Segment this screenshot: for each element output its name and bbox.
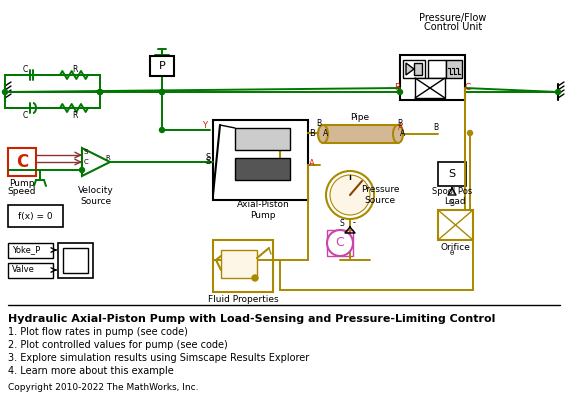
- Text: Fluid Properties: Fluid Properties: [208, 295, 278, 304]
- Circle shape: [326, 171, 374, 219]
- Text: f(x) = 0: f(x) = 0: [18, 211, 52, 221]
- Text: R: R: [72, 64, 78, 74]
- Text: C: C: [465, 83, 471, 93]
- Text: Pipe: Pipe: [351, 114, 369, 123]
- Text: Speed: Speed: [8, 187, 36, 195]
- Text: Velocity
Source: Velocity Source: [78, 186, 114, 206]
- Text: B: B: [434, 123, 439, 133]
- Text: R: R: [72, 112, 78, 121]
- Bar: [63, 248, 88, 273]
- Circle shape: [159, 90, 164, 95]
- Text: Pressure
Source: Pressure Source: [361, 185, 399, 205]
- Circle shape: [327, 230, 353, 256]
- Bar: [235, 128, 290, 150]
- Bar: [438, 210, 473, 240]
- Text: S: S: [205, 157, 211, 166]
- Text: S: S: [450, 199, 455, 209]
- Text: 1. Plot flow rates in pump (see code): 1. Plot flow rates in pump (see code): [8, 327, 188, 337]
- Text: S: S: [448, 169, 456, 179]
- Text: Axial-Piston
Pump: Axial-Piston Pump: [237, 200, 290, 220]
- Bar: [446, 60, 462, 78]
- Bar: [213, 240, 273, 292]
- Circle shape: [97, 90, 102, 95]
- Text: A: A: [309, 159, 315, 168]
- Bar: [8, 205, 63, 227]
- Bar: [150, 56, 174, 76]
- Text: Spool Pos: Spool Pos: [432, 188, 472, 197]
- Circle shape: [330, 175, 370, 215]
- Bar: [8, 148, 36, 176]
- Polygon shape: [406, 63, 414, 75]
- Text: C: C: [22, 112, 28, 121]
- Circle shape: [97, 90, 102, 95]
- Polygon shape: [82, 148, 110, 176]
- Text: Pump: Pump: [9, 178, 35, 188]
- Text: 3. Explore simulation results using Simscape Results Explorer: 3. Explore simulation results using Sims…: [8, 353, 309, 363]
- Text: S: S: [205, 154, 211, 162]
- Text: A: A: [398, 123, 403, 133]
- Text: -: -: [353, 218, 356, 228]
- Bar: [400, 55, 465, 100]
- Text: Orifice: Orifice: [440, 244, 470, 252]
- Text: R: R: [106, 155, 110, 161]
- Circle shape: [555, 90, 560, 95]
- Circle shape: [252, 275, 258, 281]
- Text: B: B: [309, 128, 315, 138]
- Circle shape: [468, 131, 472, 135]
- Text: Control Unit: Control Unit: [424, 22, 482, 32]
- Text: B: B: [316, 119, 321, 128]
- Bar: [428, 60, 446, 78]
- Text: P: P: [159, 61, 166, 71]
- Bar: [213, 120, 308, 200]
- Text: C: C: [16, 153, 28, 171]
- Bar: [323, 125, 398, 143]
- Circle shape: [80, 168, 85, 173]
- Circle shape: [398, 90, 402, 95]
- Bar: [221, 250, 257, 278]
- Text: C: C: [84, 159, 88, 165]
- Text: S: S: [84, 149, 88, 155]
- Bar: [414, 63, 422, 75]
- Circle shape: [159, 90, 164, 95]
- Text: Pressure/Flow: Pressure/Flow: [419, 13, 486, 23]
- Text: A: A: [401, 128, 406, 138]
- Bar: [327, 230, 353, 256]
- Text: A: A: [323, 128, 329, 138]
- Text: Yoke_P: Yoke_P: [12, 245, 40, 254]
- Text: 2. Plot controlled values for pump (see code): 2. Plot controlled values for pump (see …: [8, 340, 228, 350]
- Bar: [403, 60, 425, 78]
- Ellipse shape: [318, 125, 328, 143]
- Text: Copyright 2010-2022 The MathWorks, Inc.: Copyright 2010-2022 The MathWorks, Inc.: [8, 384, 199, 392]
- Ellipse shape: [393, 125, 403, 143]
- Text: C: C: [22, 64, 28, 74]
- Bar: [58, 243, 93, 278]
- Text: Hydraulic Axial-Piston Pump with Load-Sensing and Pressure-Limiting Control: Hydraulic Axial-Piston Pump with Load-Se…: [8, 314, 496, 324]
- Text: Y: Y: [203, 121, 208, 131]
- Text: B: B: [397, 119, 402, 128]
- Text: R: R: [394, 83, 400, 93]
- Bar: [438, 162, 466, 186]
- Circle shape: [159, 128, 164, 133]
- Bar: [8, 243, 53, 258]
- Text: C: C: [336, 237, 344, 249]
- Bar: [8, 263, 53, 278]
- Text: Valve: Valve: [12, 266, 35, 275]
- Bar: [235, 158, 290, 180]
- Text: Load: Load: [444, 197, 466, 206]
- Text: S: S: [340, 218, 344, 228]
- Bar: [415, 78, 445, 98]
- Text: θ: θ: [450, 250, 454, 256]
- Circle shape: [2, 90, 7, 95]
- Text: 4. Learn more about this example: 4. Learn more about this example: [8, 366, 174, 376]
